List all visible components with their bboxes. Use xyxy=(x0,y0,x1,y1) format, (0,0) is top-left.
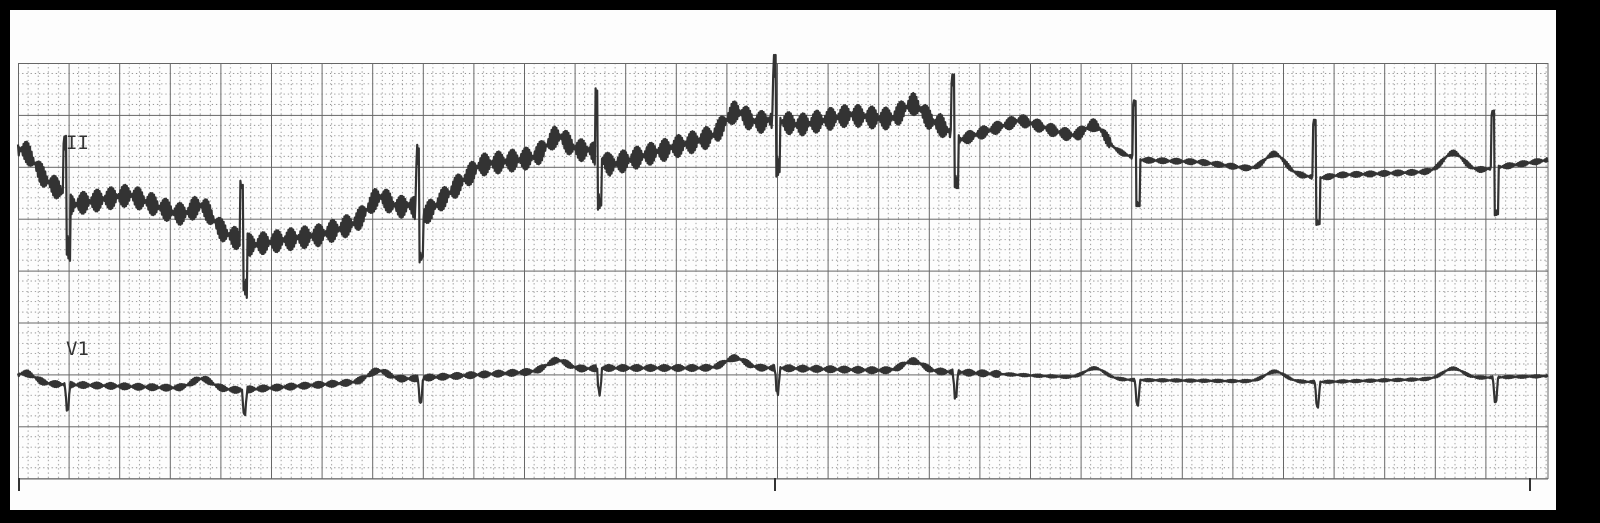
ecg-trace xyxy=(16,354,1549,417)
ecg-trace xyxy=(16,53,1549,299)
timing-marks xyxy=(18,478,1531,491)
traces xyxy=(16,53,1549,417)
lead-label: II xyxy=(66,132,89,154)
grid xyxy=(18,63,1548,479)
lead-label: V1 xyxy=(66,338,89,360)
